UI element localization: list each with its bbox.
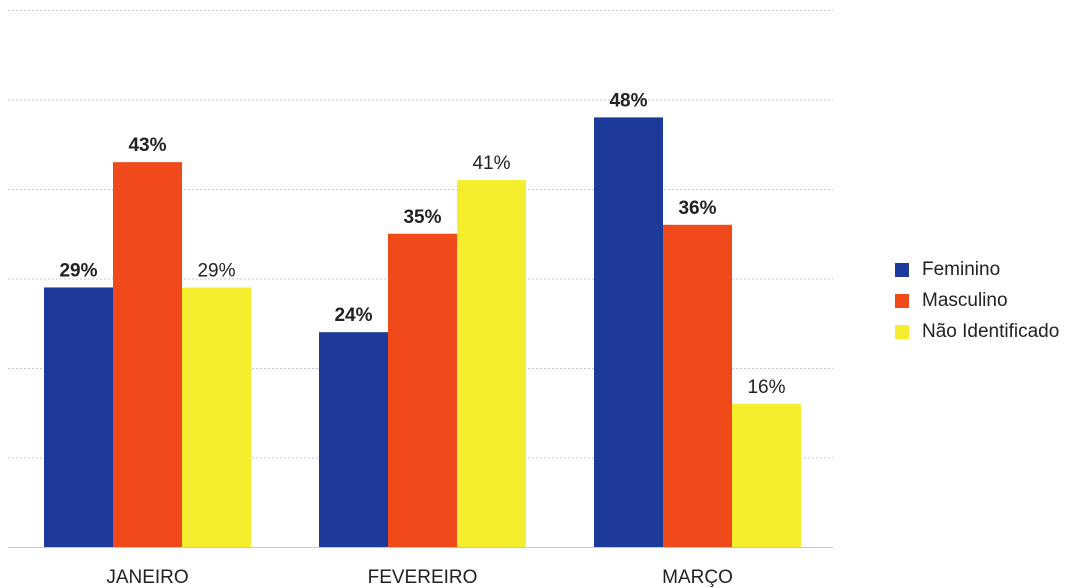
legend-swatch-nao-identificado [895, 324, 909, 339]
legend-swatch-masculino [895, 293, 909, 308]
data-label: 24% [334, 305, 372, 326]
legend-label-nao-identificado: Não Identificado [922, 320, 1060, 342]
bar-0-2 [594, 117, 663, 548]
data-label: 29% [59, 260, 97, 281]
x-tick-label: FEVEREIRO [368, 567, 478, 588]
bar-0-1 [319, 332, 388, 547]
legend-label-feminino: Feminino [922, 258, 1001, 280]
data-label: 35% [403, 207, 441, 228]
legend-label-masculino: Masculino [922, 289, 1008, 311]
bar-1-1 [388, 233, 457, 547]
bar-0-0 [44, 287, 113, 547]
bar-2-1 [457, 180, 526, 548]
legend: Feminino Masculino Não Identificado [895, 254, 1059, 347]
data-label: 36% [678, 198, 716, 219]
legend-item-feminino: Feminino [895, 254, 1059, 285]
bar-1-2 [663, 224, 732, 548]
data-label: 43% [128, 135, 166, 156]
bar-2-0 [182, 287, 251, 547]
data-label: 16% [747, 377, 785, 398]
bar-2-2 [732, 403, 801, 547]
x-tick-label: MARÇO [662, 567, 733, 588]
legend-swatch-feminino [895, 262, 909, 277]
data-label: 29% [197, 260, 235, 281]
legend-item-masculino: Masculino [895, 285, 1059, 316]
bar-1-0 [113, 162, 182, 547]
legend-item-nao-identificado: Não Identificado [895, 316, 1059, 347]
data-label: 48% [609, 90, 647, 111]
data-label: 41% [472, 153, 510, 174]
x-tick-label: JANEIRO [106, 567, 188, 588]
